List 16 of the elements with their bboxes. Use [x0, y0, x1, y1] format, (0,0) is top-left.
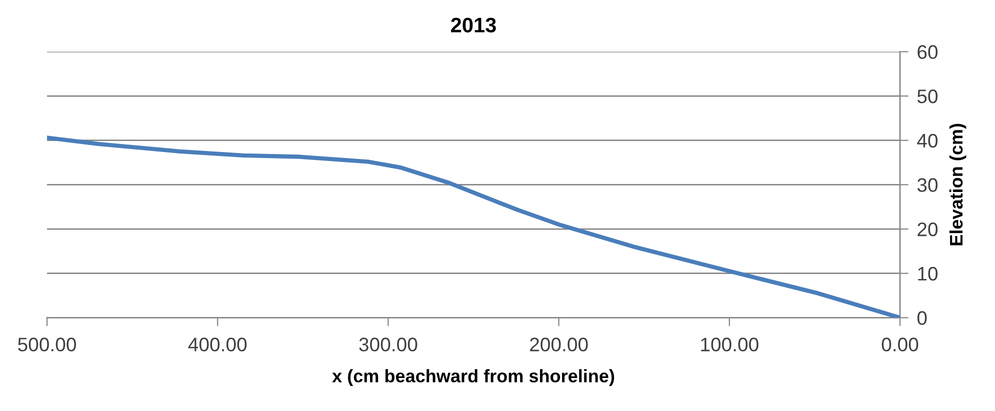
y-axis-title: Elevation (cm): [949, 124, 966, 246]
x-tick-label: 0.00: [882, 338, 918, 352]
x-tick-label: 200.00: [530, 338, 588, 352]
x-tick-label: 300.00: [359, 338, 418, 352]
x-tick-label: 100.00: [701, 338, 758, 352]
y-tick-label: 50: [917, 90, 938, 104]
x-axis-title: x (cm beachward from shoreline): [332, 369, 614, 386]
y-tick-label: 10: [918, 266, 938, 281]
y-tick-label: 20: [918, 222, 938, 236]
x-tick-label: 400.00: [188, 338, 247, 352]
x-tick-label: 500.00: [18, 338, 76, 352]
chart-title: 2013: [451, 18, 496, 32]
y-tick-label: 60: [918, 45, 938, 59]
y-tick-label: 30: [917, 178, 938, 192]
y-tick-label: 40: [917, 134, 938, 148]
y-tick-label: 0: [917, 311, 927, 325]
